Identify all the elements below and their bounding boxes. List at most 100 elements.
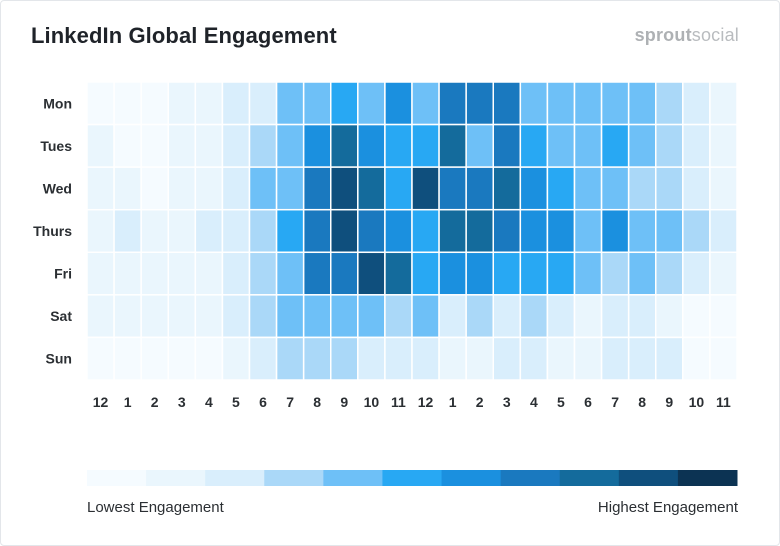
heatmap-cell bbox=[194, 336, 224, 381]
heatmap-cell bbox=[709, 123, 738, 168]
heatmap-cell bbox=[546, 208, 576, 254]
heatmap-cell bbox=[221, 251, 251, 296]
heatmap-cell bbox=[519, 208, 549, 254]
heatmap-cell bbox=[275, 208, 305, 254]
heatmap-cell bbox=[248, 251, 278, 296]
heatmap-cell bbox=[411, 81, 440, 126]
heatmap-cell bbox=[492, 166, 522, 211]
heatmap-cell bbox=[573, 166, 603, 211]
hour-label: 8 bbox=[638, 394, 646, 410]
heatmap-cell bbox=[600, 166, 630, 211]
heatmap-cell bbox=[438, 81, 467, 126]
heatmap-cell bbox=[573, 251, 603, 296]
heatmap-cell bbox=[221, 208, 251, 254]
hour-label: 7 bbox=[611, 394, 619, 410]
heatmap-cell bbox=[140, 166, 169, 211]
heatmap-cell bbox=[546, 166, 576, 211]
heatmap-cell bbox=[465, 208, 495, 254]
day-label: Sun bbox=[46, 351, 72, 367]
hour-label: 5 bbox=[557, 394, 565, 410]
heatmap-cell bbox=[573, 336, 603, 381]
legend-swatch bbox=[500, 470, 561, 486]
heatmap-cell bbox=[194, 166, 224, 211]
day-label: Fri bbox=[54, 266, 72, 282]
heatmap-cell bbox=[140, 251, 169, 296]
hour-label: 12 bbox=[93, 394, 109, 410]
heatmap-cell bbox=[384, 208, 413, 254]
heatmap-cell bbox=[140, 294, 169, 339]
heatmap-cell bbox=[113, 336, 142, 381]
hour-label: 3 bbox=[503, 394, 511, 410]
heatmap-cell bbox=[627, 208, 657, 254]
heatmap-cell bbox=[411, 166, 440, 211]
day-label: Tues bbox=[40, 138, 72, 154]
heatmap-cell bbox=[221, 336, 251, 381]
heatmap-cell bbox=[86, 208, 115, 254]
heatmap-cell bbox=[330, 123, 359, 168]
chart-title: LinkedIn Global Engagement bbox=[31, 23, 337, 48]
heatmap-cell bbox=[573, 294, 603, 339]
heatmap-cell bbox=[465, 294, 495, 339]
heatmap-cell bbox=[357, 294, 386, 339]
heatmap-cell bbox=[113, 166, 142, 211]
heatmap-cell bbox=[682, 166, 711, 211]
heatmap-cell bbox=[627, 336, 657, 381]
heatmap-cell bbox=[492, 251, 522, 296]
day-label: Thurs bbox=[33, 223, 72, 239]
hour-label: 7 bbox=[286, 394, 294, 410]
heatmap-cell bbox=[86, 251, 115, 296]
heatmap-cell bbox=[411, 123, 440, 168]
heatmap-cell bbox=[140, 123, 169, 168]
heatmap-cell bbox=[709, 166, 738, 211]
heatmap-cell bbox=[302, 208, 332, 254]
day-labels: Mon Tues Wed Thurs Fri Sat Sun bbox=[33, 95, 72, 366]
heatmap-cell bbox=[167, 251, 197, 296]
heatmap-cell bbox=[682, 123, 711, 168]
heatmap-cell bbox=[438, 251, 467, 296]
heatmap-cell bbox=[573, 123, 603, 168]
brand-logo-part2: social bbox=[691, 25, 739, 45]
heatmap-cell bbox=[194, 294, 224, 339]
heatmap-cell bbox=[492, 81, 522, 126]
heatmap-cell bbox=[709, 81, 738, 126]
heatmap-cell bbox=[519, 294, 549, 339]
heatmap-cell bbox=[248, 81, 278, 126]
heatmap-cell bbox=[167, 336, 197, 381]
hour-labels: 12 1 2 3 4 5 6 7 8 9 10 11 12 1 2 3 4 5 6 7 8 9 10 11 bbox=[93, 394, 731, 410]
legend-swatch bbox=[618, 470, 679, 486]
heatmap-cell bbox=[140, 81, 169, 126]
heatmap-cell bbox=[682, 208, 711, 254]
legend-swatch bbox=[323, 470, 383, 486]
heatmap-cell bbox=[709, 251, 738, 296]
heatmap-cell bbox=[167, 208, 197, 254]
heatmap-cell bbox=[465, 81, 495, 126]
heatmap-cell bbox=[546, 123, 576, 168]
heatmap-cell bbox=[113, 123, 142, 168]
heatmap-cell bbox=[86, 123, 115, 168]
hour-label: 9 bbox=[665, 394, 673, 410]
legend-swatch bbox=[205, 470, 265, 486]
heatmap-cell bbox=[492, 294, 522, 339]
heatmap-cell bbox=[438, 166, 467, 211]
heatmap-cell bbox=[519, 336, 549, 381]
heatmap-cell bbox=[113, 208, 142, 254]
hour-label: 5 bbox=[232, 394, 240, 410]
hour-label: 3 bbox=[178, 394, 186, 410]
heatmap-cell bbox=[546, 336, 576, 381]
hour-label: 6 bbox=[584, 394, 592, 410]
heatmap-cell bbox=[682, 336, 711, 381]
hour-label: 10 bbox=[689, 394, 705, 410]
heatmap-cell bbox=[221, 166, 251, 211]
heatmap-cell bbox=[221, 81, 251, 126]
heatmap-cell bbox=[573, 81, 603, 126]
day-label: Mon bbox=[43, 95, 72, 111]
heatmap-cell bbox=[573, 208, 603, 254]
brand-logo: sproutsocial bbox=[635, 25, 739, 46]
heatmap-cell bbox=[600, 208, 630, 254]
heatmap-cell bbox=[627, 294, 657, 339]
heatmap-cell bbox=[167, 166, 197, 211]
legend-swatch bbox=[677, 470, 738, 486]
hour-label: 6 bbox=[259, 394, 267, 410]
heatmap-cell bbox=[357, 166, 386, 211]
heatmap-cell bbox=[627, 123, 657, 168]
